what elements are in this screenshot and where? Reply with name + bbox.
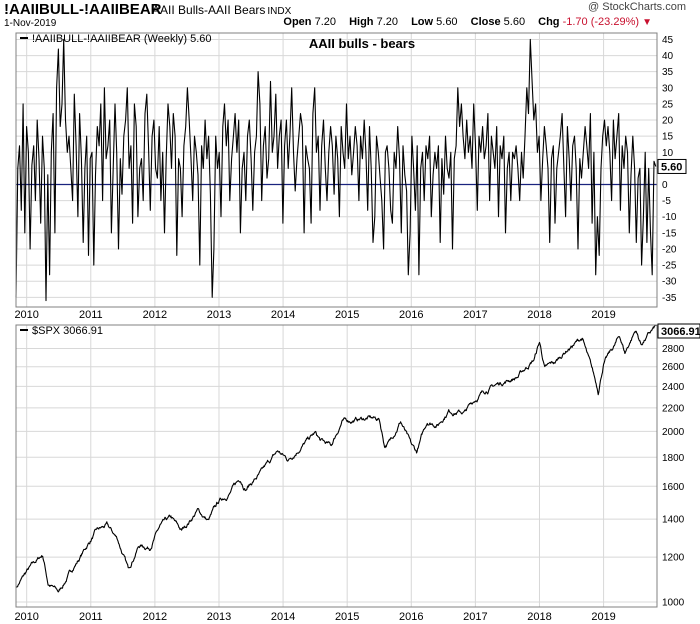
x-tick-label: 2019 [591,309,615,321]
y-tick-label: 2800 [662,344,685,355]
y-tick-label: -5 [662,196,671,207]
x-tick-label: 2018 [527,611,551,623]
y-tick-label: -15 [662,228,677,239]
low-label: Low [411,16,434,28]
plot-frame [15,32,658,308]
low-value: 5.60 [436,16,458,28]
x-tick-label: 2012 [143,611,167,623]
x-tick-label: 2014 [271,309,295,321]
y-tick-label: 2000 [662,427,685,438]
legend-label: $SPX 3066.91 [32,325,103,337]
high-label: High [349,16,374,28]
chg-value: -1.70 (-23.29%) [562,16,640,28]
y-tick-label: 30 [662,83,674,94]
y-tick-label: 40 [662,51,674,62]
open-label: Open [283,16,312,28]
x-tick-label: 2016 [399,611,423,623]
y-tick-label: 1400 [662,515,685,526]
x-tick-label: 2019 [591,611,615,623]
y-tick-label: 20 [662,116,674,127]
last-value-tag [657,158,687,174]
x-tick-label: 2015 [335,611,359,623]
chart-panel-1: 2010 2011 2012 2013 2014 2015 2016 2017 2018 2019… [14,32,687,321]
series-line [15,38,657,302]
down-triangle-icon: ▼ [642,17,652,28]
y-tick-label: 1000 [662,598,685,609]
x-tick-label: 2011 [79,309,103,321]
y-tick-label: 25 [662,99,674,110]
last-value-label: 3066.91 [661,326,700,338]
y-tick-label: 1200 [662,553,685,564]
y-tick-label: 2600 [662,362,685,373]
open-value: 7.20 [314,16,337,28]
x-tick-label: 2010 [14,309,38,321]
x-tick-label: 2015 [335,309,359,321]
chart-panel-2: 2010 2011 2012 2013 2014 2015 2016 2017 2018 2019… [14,323,700,623]
x-tick-label: 2010 [14,611,38,623]
chart-title: AAII bulls - bears [309,36,415,51]
chart-date: 1-Nov-2019 [4,18,57,29]
x-tick-label: 2017 [463,611,487,623]
y-tick-label: 45 [662,35,674,46]
quote-bar: Open 7.20 High 7.20 Low 5.60 Close 5.60 … [283,16,652,28]
last-value-label: 5.60 [661,161,682,173]
chart-symbol: !AAIIBULL-!AAIIBEAR [4,1,162,18]
x-tick-label: 2017 [463,309,487,321]
y-tick-label: -25 [662,261,677,272]
security-name: AAII Bulls-AAII Bears [152,3,266,17]
plot-frame [15,324,658,608]
y-tick-label: -35 [662,293,677,304]
last-value-tag [657,323,700,339]
series-line [15,324,658,593]
x-tick-label: 2018 [527,309,551,321]
y-tick-label: 35 [662,67,674,78]
x-tick-label: 2012 [143,309,167,321]
y-tick-label: 2200 [662,403,685,414]
close-label: Close [470,16,501,28]
exchange-label: INDX [267,6,292,17]
y-tick-label: 1600 [662,482,685,493]
y-tick-label: 2400 [662,382,685,393]
x-tick-label: 2013 [207,309,231,321]
high-value: 7.20 [376,16,399,28]
chg-label: Chg [538,16,560,28]
x-tick-label: 2014 [271,611,295,623]
y-tick-label: 0 [662,180,668,191]
chart-name: AAII Bulls-AAII Bears INDX [152,3,291,17]
x-tick-label: 2016 [399,309,423,321]
close-value: 5.60 [503,16,526,28]
x-tick-label: 2011 [79,611,103,623]
brand-logo[interactable]: @ StockCharts.com [588,1,686,13]
legend-label: !AAIIBULL-!AAIIBEAR (Weekly) 5.60 [32,33,212,45]
y-tick-label: -30 [662,277,677,288]
y-tick-label: 10 [662,148,674,159]
y-tick-label: -20 [662,244,677,255]
y-tick-label: 15 [662,132,674,143]
x-tick-label: 2013 [207,611,231,623]
y-tick-label: 1800 [662,453,685,464]
y-tick-label: -10 [662,212,677,223]
